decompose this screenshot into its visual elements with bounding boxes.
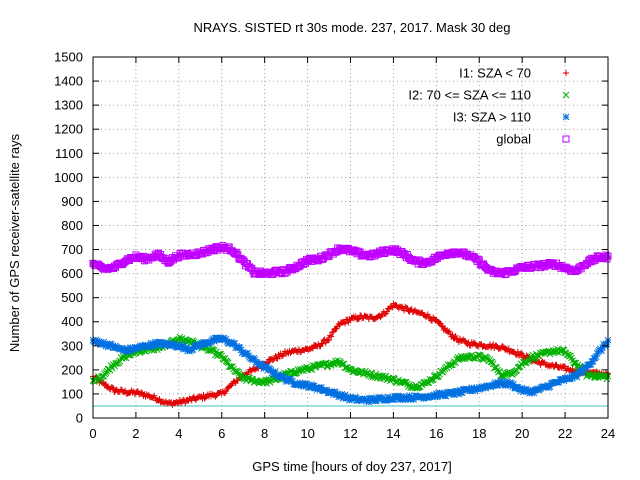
series-1-point [499, 343, 506, 350]
y-tick-label: 400 [61, 314, 83, 329]
series-1-point [330, 328, 337, 335]
series-1-point [518, 350, 525, 357]
y-tick-label: 500 [61, 290, 83, 305]
x-tick-label: 6 [218, 426, 225, 441]
legend-label: I1: SZA < 70 [459, 66, 531, 81]
legend-label: I3: SZA > 110 [453, 110, 531, 125]
y-tick-label: 200 [61, 362, 83, 377]
series-1-point [449, 331, 456, 338]
legend: I1: SZA < 70 I2: 70 <= SZA <= 110 I3: SZA … [408, 66, 570, 147]
series-1-point [99, 379, 106, 386]
series-1-point [519, 351, 526, 358]
series-1-point [109, 384, 116, 391]
series-1-point [327, 332, 334, 339]
series-1-point [404, 305, 411, 312]
series-layer [89, 242, 612, 409]
series-1-point [446, 328, 453, 335]
x-axis-label: GPS time [hours of doy 237, 2017] [252, 459, 451, 474]
y-tick-label: 1000 [54, 170, 83, 185]
x-tick-label: 16 [429, 426, 443, 441]
x-tick-label: 18 [472, 426, 486, 441]
series-2-point [184, 337, 191, 345]
series-2-point [587, 372, 595, 380]
series-1-point [342, 320, 349, 327]
series-4 [89, 242, 612, 279]
x-tick-label: 10 [300, 426, 314, 441]
series-2-point [355, 369, 363, 377]
series-2-point [531, 354, 539, 362]
y-tick-label: 1500 [54, 50, 83, 65]
series-1-point [319, 340, 326, 347]
series-1-point [328, 333, 335, 340]
series-1-point [138, 389, 145, 396]
y-tick-label: 100 [61, 386, 83, 401]
series-2-point [428, 376, 436, 383]
series-1-point [425, 313, 432, 320]
series-2-point [424, 379, 432, 387]
series-1-point [122, 387, 129, 394]
y-tick-label: 700 [61, 242, 83, 257]
y-axis-ticks: 0 100 200 300 400 500 600 700 800 900 1000 1100 1200… [54, 50, 608, 426]
legend-marker [562, 135, 570, 143]
x-tick-label: 0 [89, 426, 96, 441]
y-axis-label: Number of GPS receiver-satellite rays [7, 133, 22, 352]
series-2-point [100, 373, 108, 380]
legend-marker [562, 113, 570, 121]
series-2-point [351, 367, 359, 374]
series-2-point [308, 366, 316, 374]
x-tick-label: 12 [343, 426, 357, 441]
series-2-point [570, 359, 578, 367]
legend-marker [563, 70, 569, 76]
x-tick-label: 22 [558, 426, 572, 441]
x-tick-label: 8 [261, 426, 268, 441]
y-tick-label: 1400 [54, 74, 83, 89]
series-2-point [368, 369, 376, 377]
y-tick-label: 900 [61, 194, 83, 209]
series-1-point [493, 342, 500, 349]
series-2-point [446, 361, 454, 369]
x-tick-label: 14 [386, 426, 400, 441]
series-2-point [341, 364, 349, 372]
series-4-point [602, 251, 610, 259]
series-1-point [355, 316, 362, 323]
series-1-point [151, 392, 158, 399]
x-tick-label: 4 [175, 426, 182, 441]
chart-title: NRAYS. SISTED rt 30s mode. 237, 2017. Ma… [194, 20, 511, 35]
series-1-point [309, 345, 316, 352]
y-tick-label: 300 [61, 338, 83, 353]
y-tick-label: 1200 [54, 122, 83, 137]
y-tick-label: 1300 [54, 98, 83, 113]
series-2-point [449, 361, 456, 369]
y-tick-label: 0 [76, 411, 83, 426]
series-1-point [430, 314, 437, 321]
x-tick-label: 20 [515, 426, 529, 441]
series-1-point [182, 400, 189, 407]
series-2-point [571, 359, 579, 367]
series-3 [89, 334, 612, 406]
x-tick-label: 24 [601, 426, 615, 441]
legend-label: global [496, 132, 531, 147]
series-1-point [212, 393, 219, 400]
series-2-point [567, 352, 574, 360]
x-tick-label: 2 [132, 426, 139, 441]
y-tick-label: 1100 [55, 146, 83, 161]
legend-marker [562, 91, 570, 99]
series-3-point [530, 389, 538, 397]
y-tick-label: 800 [61, 218, 83, 233]
series-1-point [452, 332, 459, 339]
series-1-point [438, 322, 445, 329]
series-2-point [291, 370, 299, 377]
x-axis-ticks: 0 2 4 6 8 10 12 14 16 18 20 22 24 [89, 57, 615, 441]
y-tick-label: 600 [61, 266, 83, 281]
series-1-point [326, 337, 333, 344]
series-1-point [318, 341, 325, 348]
legend-label: I2: 70 <= SZA <= 110 [408, 88, 531, 103]
